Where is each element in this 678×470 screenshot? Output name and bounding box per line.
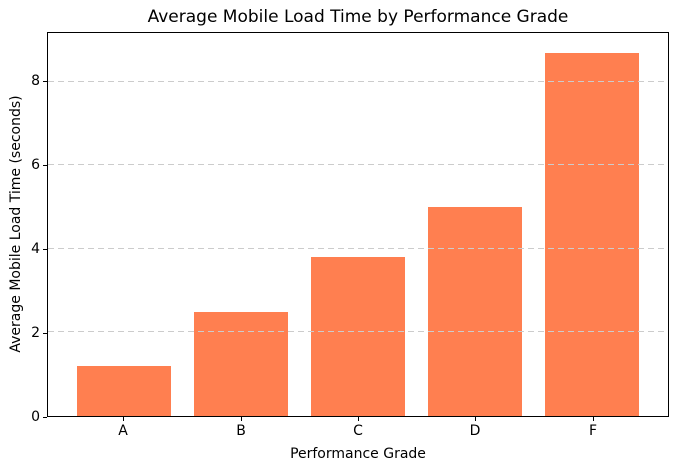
bar-F: [545, 52, 639, 416]
gridline-y-2: [48, 331, 668, 333]
gridline-y-6: [48, 164, 668, 166]
x-tick-mark-D: [475, 417, 476, 421]
y-tick-label-2: 2: [31, 325, 40, 341]
bar-D: [428, 207, 522, 416]
y-tick-label-0: 0: [31, 409, 40, 425]
y-tick-label-4: 4: [31, 241, 40, 257]
x-tick-mark-F: [593, 417, 594, 421]
plot-area: [47, 32, 669, 417]
y-tick-mark-0: [43, 417, 47, 418]
y-tick-mark-8: [43, 81, 47, 82]
y-tick-mark-6: [43, 165, 47, 166]
bar-A: [77, 365, 171, 416]
gridline-y-8: [48, 80, 668, 82]
x-axis-label: Performance Grade: [290, 446, 426, 462]
y-axis-label-text: Average Mobile Load Time (seconds): [8, 95, 24, 353]
x-tick-label-A: A: [118, 423, 128, 439]
x-tick-mark-A: [123, 417, 124, 421]
y-tick-mark-4: [43, 249, 47, 250]
bar-C: [311, 257, 405, 416]
y-tick-label-6: 6: [31, 157, 40, 173]
y-tick-mark-2: [43, 333, 47, 334]
y-tick-label-8: 8: [31, 73, 40, 89]
x-tick-mark-C: [358, 417, 359, 421]
gridline-y-4: [48, 247, 668, 249]
x-tick-label-D: D: [469, 423, 481, 439]
x-tick-label-C: C: [353, 423, 363, 439]
x-tick-label-F: F: [588, 423, 598, 439]
chart-title: Average Mobile Load Time by Performance …: [147, 7, 569, 27]
x-tick-label-B: B: [236, 423, 246, 439]
bar-B: [194, 311, 288, 416]
x-tick-mark-B: [241, 417, 242, 421]
